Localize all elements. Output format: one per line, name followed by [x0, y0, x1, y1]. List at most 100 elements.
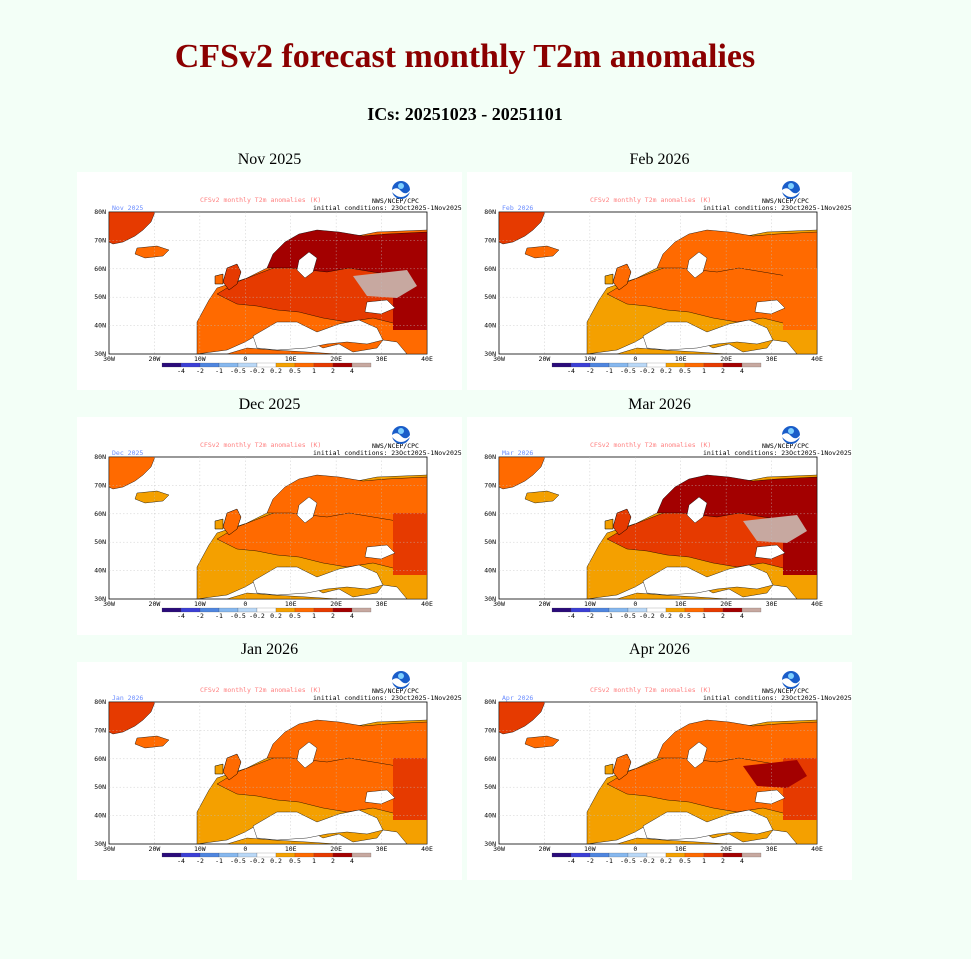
- colorbar-tick-label: 4: [740, 367, 744, 375]
- latitude-tick-label: 40N: [94, 812, 106, 820]
- iceland-region: [134, 735, 170, 749]
- colorbar: -4 -2 -1 -0.5 -0.2 0.2 0.5 1 2 4: [551, 362, 762, 375]
- anomaly-map: CFSv2 monthly T2m anomalies (K) NWS/NCEP/…: [484, 181, 852, 375]
- noaa-logo-icon: [782, 181, 800, 199]
- anomaly-map-panel: CFSv2 monthly T2m anomalies (K) NWS/NCEP/…: [467, 662, 852, 880]
- agency-text: NWS/NCEP/CPC: [762, 197, 809, 205]
- black-sea: [754, 789, 786, 805]
- iceland-region: [524, 735, 560, 749]
- longitude-tick-label: 20W: [149, 355, 161, 363]
- noaa-logo-icon: [392, 426, 410, 444]
- panel-month-label: Nov 2025: [237, 151, 302, 168]
- colorbar-tick-label: 2: [331, 612, 335, 620]
- black-sea: [754, 544, 786, 560]
- latitude-tick-label: 40N: [484, 567, 496, 575]
- longitude-tick-label: 0: [243, 355, 247, 363]
- colorbar-tick-label: -2: [196, 857, 204, 865]
- latitude-tick-label: 60N: [94, 755, 106, 763]
- longitude-tick-label: 30W: [493, 600, 505, 608]
- latitude-tick-label: 50N: [484, 538, 496, 546]
- anomaly-hotspot: [743, 515, 807, 543]
- colorbar-tick-label: -0.5: [620, 612, 636, 620]
- colorbar-tick-label: -4: [567, 857, 575, 865]
- colorbar-tick-label: -2: [586, 857, 594, 865]
- baltic-sea: [686, 741, 708, 769]
- colorbar-tick-label: -1: [215, 612, 223, 620]
- longitude-tick-label: 0: [633, 355, 637, 363]
- latitude-tick-label: 50N: [484, 783, 496, 791]
- longitude-tick-label: 40E: [421, 845, 433, 853]
- colorbar-tick-label: -0.2: [639, 367, 655, 375]
- colorbar-tick-label: -1: [605, 367, 613, 375]
- colorbar-tick-label: -0.2: [249, 367, 265, 375]
- panel-month-label: Feb 2026: [629, 151, 690, 168]
- noaa-logo-icon: [392, 671, 410, 689]
- map-month-tag: Mar 2026: [502, 449, 533, 457]
- longitude-tick-label: 20W: [539, 600, 551, 608]
- latitude-tick-label: 30N: [94, 350, 106, 358]
- north-africa-region: [226, 347, 338, 354]
- agency-text: NWS/NCEP/CPC: [762, 687, 809, 695]
- anomaly-map-panel: CFSv2 monthly T2m anomalies (K) NWS/NCEP/…: [77, 172, 462, 390]
- colorbar-tick-label: -4: [567, 612, 575, 620]
- agency-text: NWS/NCEP/CPC: [762, 442, 809, 450]
- greenland-region: [499, 457, 546, 490]
- anomaly-map: CFSv2 monthly T2m anomalies (K) NWS/NCEP/…: [94, 671, 462, 865]
- longitude-tick-label: 10W: [584, 845, 596, 853]
- eastern-region: [393, 513, 427, 575]
- colorbar-tick-label: 0.2: [660, 612, 672, 620]
- map-header-text: CFSv2 monthly T2m anomalies (K): [200, 196, 321, 204]
- colorbar-tick-label: 0.2: [270, 612, 282, 620]
- latitude-tick-label: 30N: [484, 595, 496, 603]
- colorbar-tick-label: 0.5: [679, 612, 691, 620]
- latitude-tick-label: 40N: [484, 812, 496, 820]
- iceland-region: [524, 490, 560, 504]
- init-text: initial conditions: 23Oct2025-1Nov2025: [313, 449, 462, 457]
- longitude-tick-label: 30W: [493, 845, 505, 853]
- panel-month-label: Jan 2026: [240, 641, 299, 658]
- longitude-tick-label: 40E: [811, 845, 823, 853]
- colorbar-tick-label: -4: [177, 367, 185, 375]
- colorbar-tick-label: 0.2: [270, 857, 282, 865]
- latitude-tick-label: 70N: [484, 236, 496, 244]
- colorbar-tick-label: 0.5: [679, 367, 691, 375]
- latitude-tick-label: 30N: [94, 840, 106, 848]
- longitude-tick-label: 30E: [766, 355, 778, 363]
- colorbar-tick-label: -2: [196, 612, 204, 620]
- latitude-tick-label: 60N: [94, 510, 106, 518]
- colorbar-swatch: [741, 607, 762, 613]
- mediterranean-sea: [642, 809, 774, 841]
- latitude-tick-label: 60N: [484, 265, 496, 273]
- latitude-tick-label: 70N: [94, 236, 106, 244]
- colorbar-tick-label: 1: [702, 612, 706, 620]
- colorbar-tick-label: -0.5: [230, 857, 246, 865]
- colorbar-tick-label: -2: [196, 367, 204, 375]
- anomaly-map: CFSv2 monthly T2m anomalies (K) NWS/NCEP/…: [484, 671, 852, 865]
- colorbar-swatch: [741, 362, 762, 368]
- baltic-sea: [296, 251, 318, 279]
- agency-text: NWS/NCEP/CPC: [372, 442, 419, 450]
- longitude-tick-label: 30W: [103, 355, 115, 363]
- longitude-tick-label: 20E: [330, 600, 342, 608]
- map-header-text: CFSv2 monthly T2m anomalies (K): [590, 196, 711, 204]
- longitude-tick-label: 30E: [376, 600, 388, 608]
- black-sea: [364, 299, 396, 315]
- longitude-tick-label: 10W: [194, 355, 206, 363]
- latitude-tick-label: 50N: [94, 538, 106, 546]
- latitude-tick-label: 50N: [94, 783, 106, 791]
- iceland-region: [524, 245, 560, 259]
- latitude-tick-label: 30N: [484, 350, 496, 358]
- panel-month-label: Mar 2026: [628, 396, 691, 413]
- black-sea: [364, 544, 396, 560]
- colorbar-swatch: [351, 607, 372, 613]
- north-africa-region: [226, 592, 338, 599]
- mediterranean-sea: [252, 564, 384, 596]
- anomaly-map-panel: CFSv2 monthly T2m anomalies (K) NWS/NCEP/…: [77, 662, 462, 880]
- black-sea: [364, 789, 396, 805]
- longitude-tick-label: 10E: [285, 600, 297, 608]
- colorbar-tick-label: 2: [331, 857, 335, 865]
- latitude-tick-label: 60N: [94, 265, 106, 273]
- colorbar-tick-label: 1: [312, 612, 316, 620]
- longitude-tick-label: 10E: [675, 600, 687, 608]
- longitude-tick-label: 20E: [720, 600, 732, 608]
